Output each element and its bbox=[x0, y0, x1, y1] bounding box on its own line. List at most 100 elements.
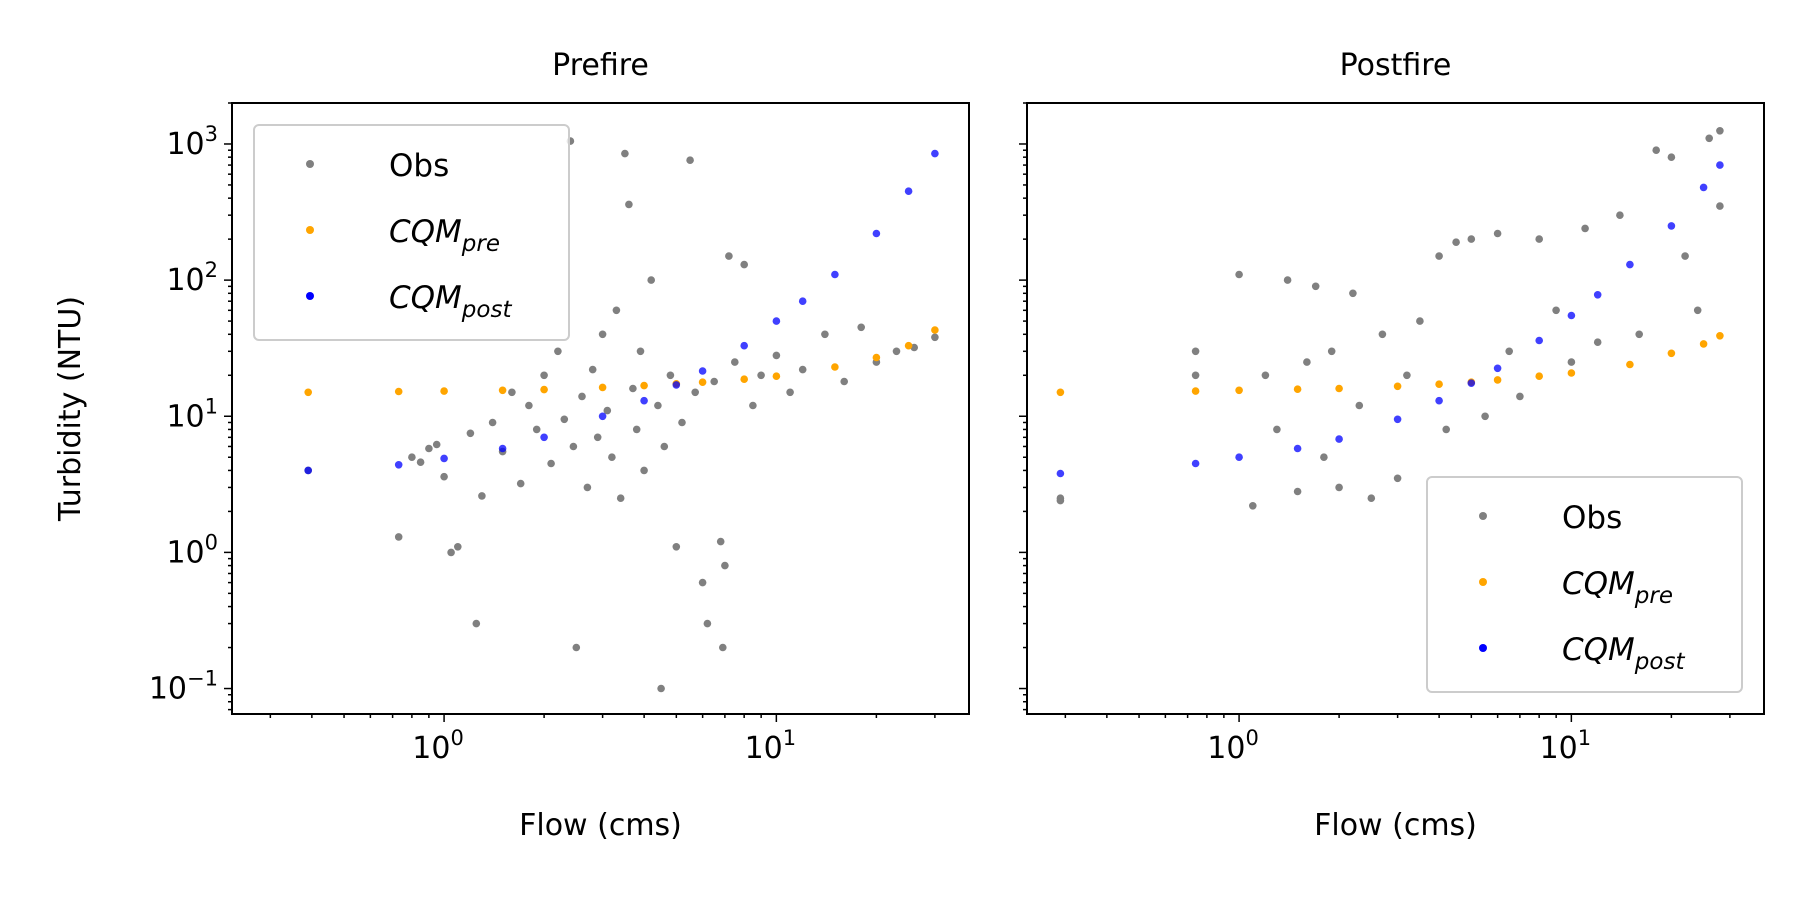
series-2 bbox=[304, 149, 939, 475]
data-point bbox=[629, 384, 637, 393]
data-point bbox=[1567, 311, 1576, 320]
data-point bbox=[1626, 260, 1634, 269]
data-point bbox=[440, 472, 448, 481]
data-point bbox=[1293, 385, 1302, 394]
data-point bbox=[740, 260, 748, 269]
data-point bbox=[703, 619, 712, 628]
data-point bbox=[672, 381, 681, 389]
data-point bbox=[1716, 202, 1724, 210]
data-point bbox=[598, 330, 607, 339]
data-point bbox=[1635, 330, 1643, 339]
data-point bbox=[1593, 291, 1602, 299]
data-point bbox=[691, 388, 699, 397]
data-point bbox=[1335, 483, 1343, 492]
data-point bbox=[660, 442, 669, 451]
data-point bbox=[440, 454, 448, 463]
panel-title: Prefire bbox=[552, 48, 649, 83]
data-point bbox=[1716, 161, 1724, 169]
data-point bbox=[1716, 332, 1724, 340]
data-point bbox=[831, 363, 839, 371]
data-point bbox=[740, 375, 748, 384]
data-point bbox=[1283, 276, 1292, 284]
data-point bbox=[447, 548, 455, 557]
series-1 bbox=[1056, 332, 1724, 397]
data-point bbox=[394, 387, 403, 396]
data-point bbox=[1320, 453, 1328, 462]
data-point bbox=[608, 453, 616, 462]
data-point bbox=[716, 537, 725, 546]
data-point bbox=[1435, 252, 1443, 260]
data-point bbox=[1552, 306, 1560, 315]
data-point bbox=[772, 351, 781, 360]
legend-marker bbox=[1479, 512, 1487, 520]
legend: Obs CQMpre CQMpost bbox=[253, 124, 570, 341]
data-point bbox=[719, 643, 727, 652]
data-point bbox=[672, 543, 681, 551]
data-point bbox=[1311, 282, 1320, 291]
data-point bbox=[872, 353, 881, 362]
plot-area bbox=[1056, 127, 1724, 510]
data-point bbox=[931, 326, 939, 334]
data-point bbox=[904, 187, 913, 195]
data-point bbox=[657, 684, 665, 693]
legend-marker bbox=[306, 226, 314, 234]
data-point bbox=[1435, 396, 1443, 405]
legend-marker bbox=[306, 160, 314, 168]
y-tick-label: 103 bbox=[166, 122, 218, 162]
data-point bbox=[1435, 380, 1443, 389]
data-point bbox=[1535, 336, 1543, 345]
data-point bbox=[478, 492, 486, 500]
postfire-panel: Postfire 100 101 Flow (cms) Obs CQMpre CQMpost bbox=[1019, 48, 1765, 843]
data-point bbox=[1467, 379, 1476, 388]
data-point bbox=[532, 425, 541, 434]
data-point bbox=[686, 156, 694, 164]
data-point bbox=[1616, 211, 1624, 219]
data-point bbox=[1581, 224, 1589, 233]
data-point bbox=[1293, 487, 1302, 496]
data-point bbox=[721, 561, 729, 570]
data-point bbox=[1626, 360, 1634, 369]
data-point bbox=[583, 483, 592, 492]
data-point bbox=[498, 444, 507, 453]
data-point bbox=[1378, 330, 1387, 339]
data-point bbox=[540, 371, 548, 380]
data-point bbox=[304, 466, 313, 475]
data-point bbox=[1249, 502, 1257, 510]
data-point bbox=[1235, 386, 1243, 395]
data-point bbox=[554, 347, 562, 356]
x-axis-label: Flow (cms) bbox=[519, 808, 682, 843]
data-point bbox=[498, 386, 507, 395]
data-point bbox=[1652, 146, 1660, 154]
data-point bbox=[1693, 306, 1702, 315]
data-point bbox=[1056, 388, 1065, 397]
data-point bbox=[772, 317, 781, 325]
data-point bbox=[731, 358, 739, 366]
data-point bbox=[1667, 222, 1676, 230]
data-point bbox=[621, 149, 629, 158]
data-point bbox=[1261, 371, 1270, 380]
data-point bbox=[647, 276, 655, 284]
data-point bbox=[572, 643, 581, 652]
series-2 bbox=[1056, 161, 1724, 478]
data-point bbox=[1699, 340, 1708, 348]
data-point bbox=[625, 200, 633, 209]
data-point bbox=[931, 333, 939, 342]
data-point bbox=[560, 415, 569, 424]
x-tick-label: 101 bbox=[1540, 726, 1592, 766]
legend-marker bbox=[306, 292, 314, 300]
data-point bbox=[394, 461, 403, 469]
data-point bbox=[640, 466, 648, 475]
data-point bbox=[786, 388, 794, 397]
legend-label: Obs bbox=[389, 148, 449, 184]
legend-box bbox=[1426, 476, 1743, 693]
panel-title: Postfire bbox=[1340, 48, 1452, 83]
data-point bbox=[698, 578, 707, 587]
data-point bbox=[857, 323, 865, 332]
legend-marker bbox=[1479, 644, 1487, 652]
data-point bbox=[654, 401, 662, 410]
data-point bbox=[616, 494, 625, 503]
data-point bbox=[666, 371, 675, 380]
data-point bbox=[1699, 183, 1708, 192]
data-point bbox=[598, 383, 607, 392]
data-point bbox=[1416, 317, 1424, 325]
